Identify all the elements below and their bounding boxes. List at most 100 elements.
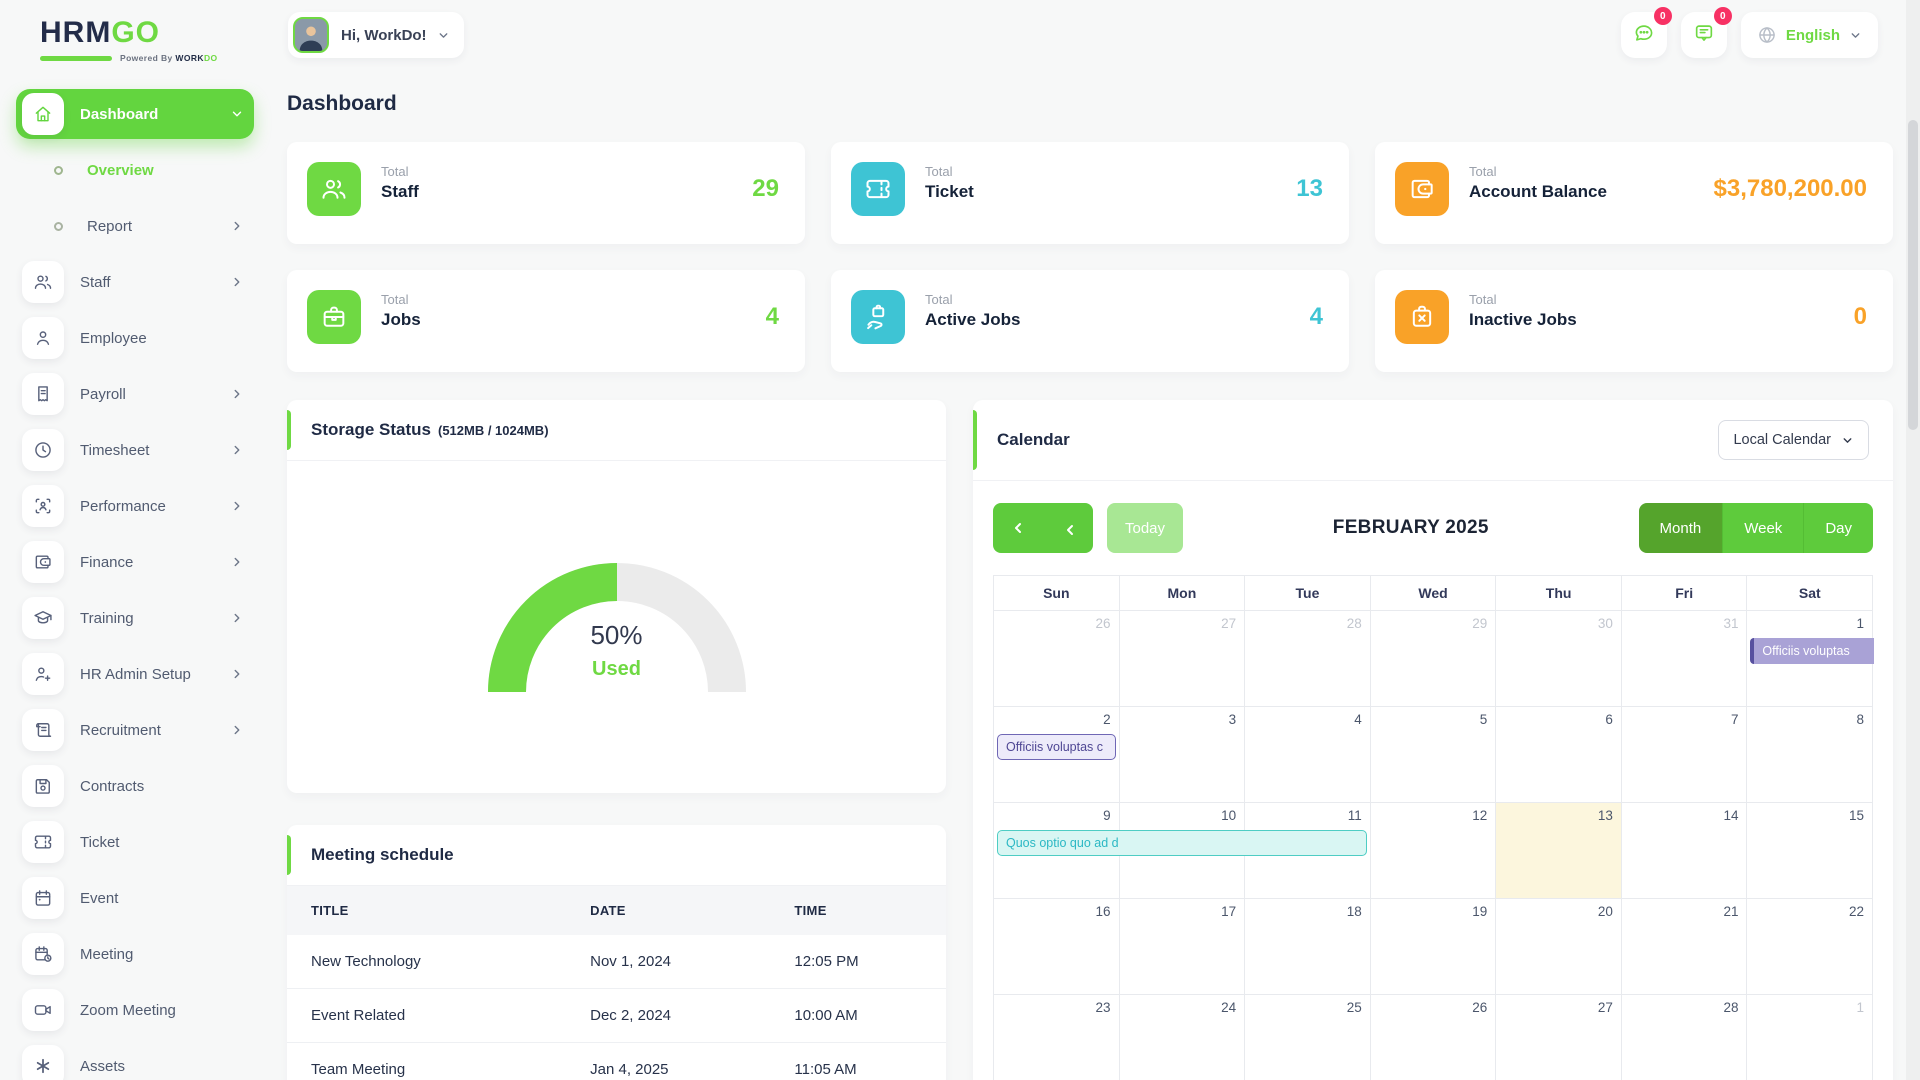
sidebar-item-overview[interactable]: Overview xyxy=(16,145,254,195)
calendar-day-cell[interactable]: 20 xyxy=(1496,899,1622,995)
stat-label: Account Balance xyxy=(1469,182,1607,201)
brand-underline xyxy=(40,55,112,61)
sidebar-item-performance[interactable]: Performance xyxy=(16,481,254,531)
sidebar-item-hr-admin-setup[interactable]: HR Admin Setup xyxy=(16,649,254,699)
calendar-date-number: 28 xyxy=(1346,616,1362,631)
sidebar-item-staff[interactable]: Staff xyxy=(16,257,254,307)
calendar-day-cell[interactable]: 15 xyxy=(1747,803,1874,899)
calendar-today-button[interactable]: Today xyxy=(1107,503,1184,553)
sidebar-item-timesheet[interactable]: Timesheet xyxy=(16,425,254,475)
calendar-date-number: 19 xyxy=(1472,904,1488,919)
sidebar-item-meeting[interactable]: Meeting xyxy=(16,929,254,979)
stat-label: Jobs xyxy=(381,310,421,329)
sidebar-menu: Dashboard Overview Report Staff Employee Payr… xyxy=(0,89,270,1080)
meeting-cell: New Technology xyxy=(287,935,591,989)
language-selector[interactable]: English xyxy=(1740,12,1878,58)
calendar-prev-button[interactable] xyxy=(993,503,1043,553)
stat-text: Total Staff xyxy=(381,162,752,202)
chevron-right-icon xyxy=(230,219,244,233)
user-menu[interactable]: Hi, WorkDo! xyxy=(288,12,464,58)
calendar-source-select[interactable]: Local Calendar xyxy=(1718,420,1869,460)
calendar-day-cell[interactable]: 27 xyxy=(1496,995,1622,1080)
calendar-day-cell[interactable]: 12 xyxy=(1370,803,1497,899)
calendar-day-cell[interactable]: 19 xyxy=(1370,899,1497,995)
calendar-view-day[interactable]: Day xyxy=(1803,503,1873,553)
calendar-day-cell[interactable]: 28 xyxy=(1245,611,1371,707)
calendar-day-cell[interactable]: 23 xyxy=(994,995,1120,1080)
sidebar-item-employee[interactable]: Employee xyxy=(16,313,254,363)
sidebar-item-zoom-meeting[interactable]: Zoom Meeting xyxy=(16,985,254,1035)
calendar-event[interactable]: Quos optio quo ad d xyxy=(997,830,1367,856)
calendar-event[interactable]: Officiis voluptas c xyxy=(997,734,1116,760)
calendar-date-number: 25 xyxy=(1346,1000,1362,1015)
calendar-week-row: 26 27 28 29 30 31 1 Officiis voluptas xyxy=(994,611,1874,707)
calendar-date-number: 9 xyxy=(1103,808,1111,823)
chat-button[interactable]: 0 xyxy=(1620,7,1672,58)
brand-logo[interactable]: HRMGO Powered By WORKDO xyxy=(0,0,270,63)
sidebar-item-assets[interactable]: Assets xyxy=(16,1041,254,1080)
calendar-day-cell[interactable]: 2 xyxy=(994,707,1120,803)
calendar-day-cell[interactable]: 8 xyxy=(1747,707,1874,803)
meeting-cell: 11:05 AM xyxy=(794,1042,946,1080)
meeting-row: New Technology Nov 1, 2024 12:05 PM xyxy=(287,935,946,989)
scrollbar-thumb[interactable] xyxy=(1908,120,1918,430)
sidebar-item-label: Assets xyxy=(80,1057,126,1075)
calendar-view-week[interactable]: Week xyxy=(1722,503,1804,553)
calendar-day-cell[interactable]: 18 xyxy=(1245,899,1371,995)
sidebar-item-payroll[interactable]: Payroll xyxy=(16,369,254,419)
calendar-next-button[interactable] xyxy=(1043,503,1093,553)
sidebar-item-event[interactable]: Event xyxy=(16,873,254,923)
calendar-view-month[interactable]: Month xyxy=(1638,503,1723,553)
page-scrollbar[interactable] xyxy=(1906,0,1920,1080)
calendar-day-cell[interactable]: 1 xyxy=(1747,995,1874,1080)
calendar-date-number: 23 xyxy=(1095,1000,1111,1015)
calendar-day-cell[interactable]: 6 xyxy=(1496,707,1622,803)
calendar-day-cell[interactable]: 21 xyxy=(1621,899,1748,995)
left-column: Storage Status (512MB / 1024MB) 50% Used xyxy=(287,400,946,1080)
calendar-day-cell[interactable]: 26 xyxy=(1371,995,1497,1080)
sidebar-item-label: Overview xyxy=(87,161,154,179)
sidebar-item-label: Event xyxy=(80,889,119,907)
calendar-day-cell[interactable]: 28 xyxy=(1622,995,1748,1080)
sidebar-item-finance[interactable]: Finance xyxy=(16,537,254,587)
calendar-event[interactable]: Officiis voluptas xyxy=(1750,638,1874,664)
home-icon xyxy=(22,93,64,135)
calendar-day-cell[interactable]: 16 xyxy=(994,899,1120,995)
page-title: Dashboard xyxy=(287,92,397,115)
messages-button[interactable]: 0 xyxy=(1680,7,1732,58)
calendar-day-cell[interactable]: 27 xyxy=(1119,611,1246,707)
stats-grid: Total Staff 29 Total Ticket 13 Total Account Ba… xyxy=(287,142,1893,372)
calendar-day-cell[interactable]: 30 xyxy=(1496,611,1622,707)
calendar-date-number: 18 xyxy=(1346,904,1362,919)
sidebar-item-dashboard[interactable]: Dashboard xyxy=(16,89,254,139)
calendar-day-cell[interactable]: 29 xyxy=(1370,611,1497,707)
sidebar-item-label: Recruitment xyxy=(80,721,161,739)
calendar-day-cell[interactable]: 22 xyxy=(1747,899,1874,995)
calendar-day-cell-today[interactable]: 13 xyxy=(1496,803,1622,899)
sidebar-item-label: Staff xyxy=(80,273,111,291)
calendar-day-cell[interactable]: 3 xyxy=(1119,707,1246,803)
calendar-day-cell[interactable]: 24 xyxy=(1120,995,1246,1080)
calendar-day-cell[interactable]: 31 xyxy=(1621,611,1748,707)
sidebar-item-training[interactable]: Training xyxy=(16,593,254,643)
sidebar-item-label: Meeting xyxy=(80,945,134,963)
scroll-icon xyxy=(22,709,64,751)
sidebar-item-ticket[interactable]: Ticket xyxy=(16,817,254,867)
sidebar-item-contracts[interactable]: Contracts xyxy=(16,761,254,811)
sidebar-item-recruitment[interactable]: Recruitment xyxy=(16,705,254,755)
chevron-right-icon xyxy=(230,275,244,289)
sidebar-item-label: Training xyxy=(80,609,134,627)
calendar-day-cell[interactable]: 7 xyxy=(1621,707,1748,803)
calendar-day-cell[interactable]: 17 xyxy=(1119,899,1246,995)
calendar-day-cell[interactable]: 11 xyxy=(1245,803,1371,899)
user-greeting: Hi, WorkDo! xyxy=(341,26,427,44)
calendar-day-cell[interactable]: 5 xyxy=(1370,707,1497,803)
calendar-day-cell[interactable]: 14 xyxy=(1621,803,1748,899)
calendar-day-cell[interactable]: 26 xyxy=(994,611,1120,707)
calendar-date-number: 6 xyxy=(1605,712,1613,727)
sidebar-item-report[interactable]: Report xyxy=(16,201,254,251)
calendar-day-cell[interactable]: 4 xyxy=(1245,707,1371,803)
meeting-cell: Jan 4, 2025 xyxy=(590,1042,795,1080)
chevron-left-icon xyxy=(1015,523,1021,533)
calendar-day-cell[interactable]: 25 xyxy=(1245,995,1371,1080)
